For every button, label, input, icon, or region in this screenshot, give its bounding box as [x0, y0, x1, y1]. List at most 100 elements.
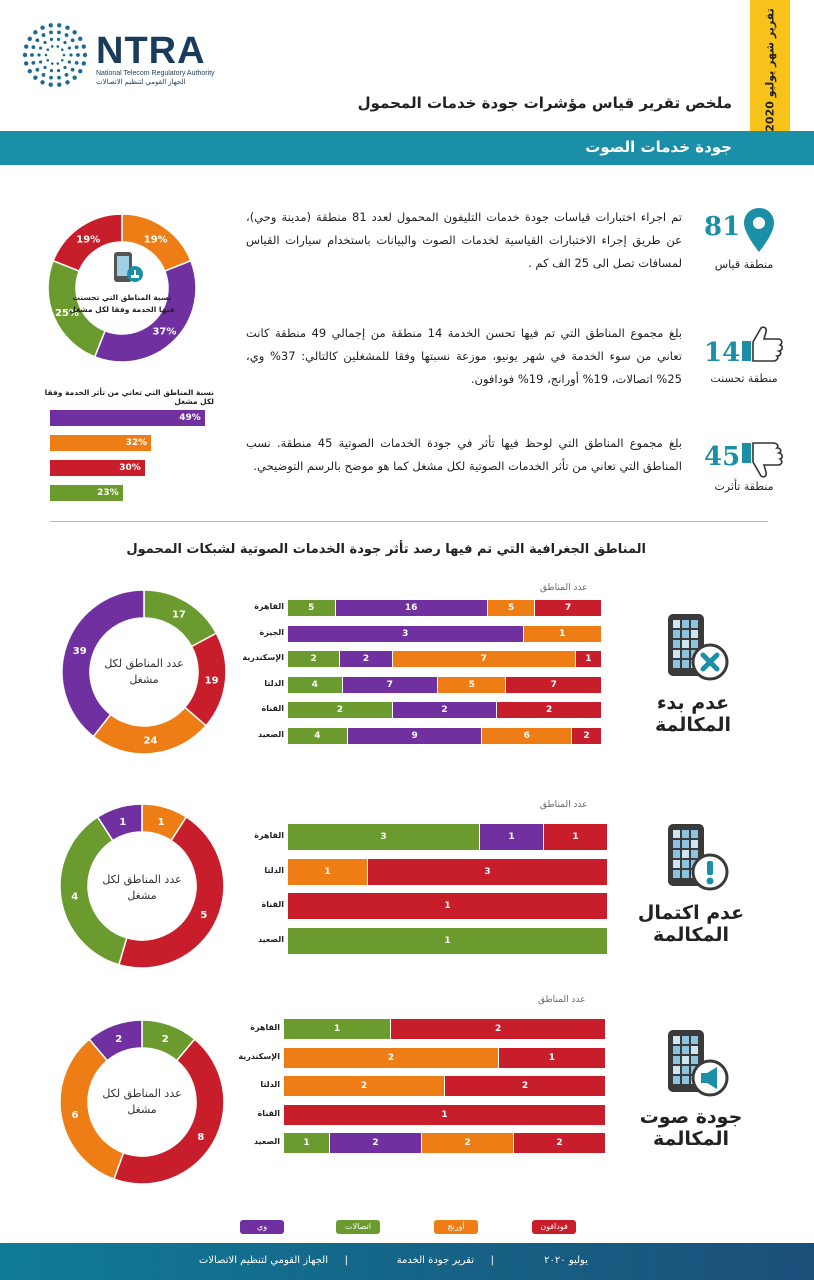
- logo-dot: [49, 30, 53, 35]
- category-label: الإسكندرية: [238, 1051, 280, 1061]
- stacked-segment: 1: [523, 625, 602, 642]
- screen-tile: [682, 640, 689, 648]
- stacked-segment: 1: [480, 824, 544, 850]
- logo-dot: [22, 52, 28, 58]
- axis-caption: عدد المناطق: [538, 995, 586, 1005]
- logo-dot: [76, 53, 80, 57]
- footer-separator: |: [490, 1255, 494, 1266]
- phone-like-icon: [114, 252, 143, 282]
- affected-bar: 23%: [50, 485, 123, 501]
- location-pin-icon: [744, 208, 774, 252]
- stat-number-affected: 45: [704, 442, 741, 472]
- donut-center-label: عدد المناطق لكل مشغل: [104, 657, 184, 686]
- logo-dot: [57, 75, 61, 80]
- logo-dot: [69, 53, 73, 57]
- footer-separator: |: [344, 1255, 348, 1266]
- stacked-segment: 1: [288, 858, 368, 885]
- stat-number-improved: 14: [704, 338, 741, 368]
- logo-dot: [30, 53, 34, 57]
- stacked-segment: 16: [335, 600, 488, 616]
- donut-slice: [96, 803, 143, 842]
- footer-date: يوليو ٢٠٢٠: [544, 1255, 588, 1266]
- logo-dot: [70, 67, 75, 72]
- stat-paragraph-affected: بلغ مجموع المناطق التي لوحظ فيها تأثر في…: [246, 436, 683, 473]
- screen-tile: [682, 860, 689, 868]
- logo-dot: [56, 45, 60, 48]
- stacked-segment: 2: [445, 1076, 606, 1096]
- logo-dot: [64, 33, 69, 37]
- screen-tile: [673, 1046, 680, 1054]
- side-label-setup-failure: عدم بدء المكالمة: [655, 692, 731, 736]
- logo-wordmark: NTRA: [96, 30, 206, 72]
- stacked-segment: 1: [284, 1104, 606, 1125]
- logo-dot: [72, 30, 77, 35]
- legend-item-we: وي: [240, 1220, 284, 1234]
- footer-report: تقرير جودة الخدمة: [396, 1255, 474, 1266]
- screen-tile: [682, 1046, 689, 1054]
- screen-tile: [691, 850, 698, 858]
- logo-dot: [43, 40, 47, 45]
- stat-label-measured: منطقة قياس: [714, 258, 774, 271]
- logo-dot: [57, 30, 61, 35]
- axis-caption: عدد المناطق: [540, 800, 588, 810]
- logo-dot: [40, 25, 45, 30]
- logo-dot: [48, 82, 53, 87]
- logo-arabic-name: الجهاز القومي لتنظيم الاتصالات: [96, 79, 186, 86]
- donut-value-label: 19%: [144, 234, 168, 245]
- logo-dot: [65, 25, 70, 30]
- donut-value-label: 39: [73, 646, 87, 657]
- logo-dot: [40, 80, 45, 85]
- divider: [50, 521, 768, 522]
- phone-warning-icon: [668, 824, 729, 891]
- logo-dot: [67, 60, 72, 64]
- screen-tile: [673, 1036, 680, 1044]
- screen-tile: [673, 620, 680, 628]
- screen-tile: [673, 840, 680, 848]
- category-label: الدلتا: [264, 865, 284, 875]
- logo-english-name: National Telecom Regulatory Authority: [96, 70, 215, 77]
- screen-tile: [691, 1056, 698, 1064]
- logo-dot: [63, 65, 67, 70]
- category-label: الصعيد: [253, 1137, 280, 1146]
- side-label-voice-quality: جودة صوت المكالمة: [639, 1106, 743, 1150]
- screen-tile: [691, 1046, 698, 1054]
- stacked-segment: 1: [498, 1047, 606, 1068]
- screen-tile: [691, 620, 698, 628]
- thumbs-down-icon: [742, 442, 783, 478]
- screen-tile: [682, 840, 689, 848]
- logo-dot: [27, 36, 32, 41]
- logo-dot: [37, 53, 41, 57]
- logo-dot: [82, 52, 88, 58]
- category-label: القناة: [261, 704, 285, 713]
- screen-tile: [673, 660, 680, 668]
- legend-item-orange: أورنج: [434, 1220, 478, 1234]
- stacked-segment: 1: [575, 651, 602, 667]
- category-label: الدلتا: [260, 1080, 280, 1089]
- logo-dot: [74, 45, 79, 50]
- donut-value-label: 2: [115, 1034, 122, 1045]
- logo-dot: [60, 58, 64, 62]
- improved-share-donut: 19% 37% 25% 19%: [47, 213, 197, 363]
- donut-slice: [93, 259, 197, 363]
- axis-caption: عدد المناطق: [540, 583, 588, 593]
- stacked-segment: 7: [535, 600, 602, 616]
- stacked-segment: 7: [342, 676, 439, 693]
- screen-tile: [682, 1056, 689, 1064]
- logo-dot: [50, 45, 54, 48]
- logo-dot: [24, 44, 29, 49]
- logo-dot: [35, 67, 40, 72]
- side-label-call-drop: عدم اكتمال المكالمة: [637, 902, 745, 946]
- logo-dot: [38, 46, 43, 50]
- stacked-segment: 5: [288, 600, 336, 616]
- donut-value-label: 1: [158, 817, 165, 828]
- footer-bar: الجهاز القومي لتنظيم الاتصالات | تقرير ج…: [0, 1243, 814, 1280]
- logo-dot: [49, 75, 53, 80]
- logo-dot: [70, 38, 75, 43]
- logo-dot: [50, 62, 54, 65]
- logo-dot: [63, 40, 67, 45]
- category-label: القاهرة: [254, 602, 284, 611]
- stat-label-affected: منطقة تأثرت: [714, 480, 774, 493]
- donut-slice: [117, 815, 225, 969]
- page-title: ملخص تقرير قياس مؤشرات جودة خدمات المحمو…: [357, 94, 732, 112]
- logo-dot: [43, 65, 47, 70]
